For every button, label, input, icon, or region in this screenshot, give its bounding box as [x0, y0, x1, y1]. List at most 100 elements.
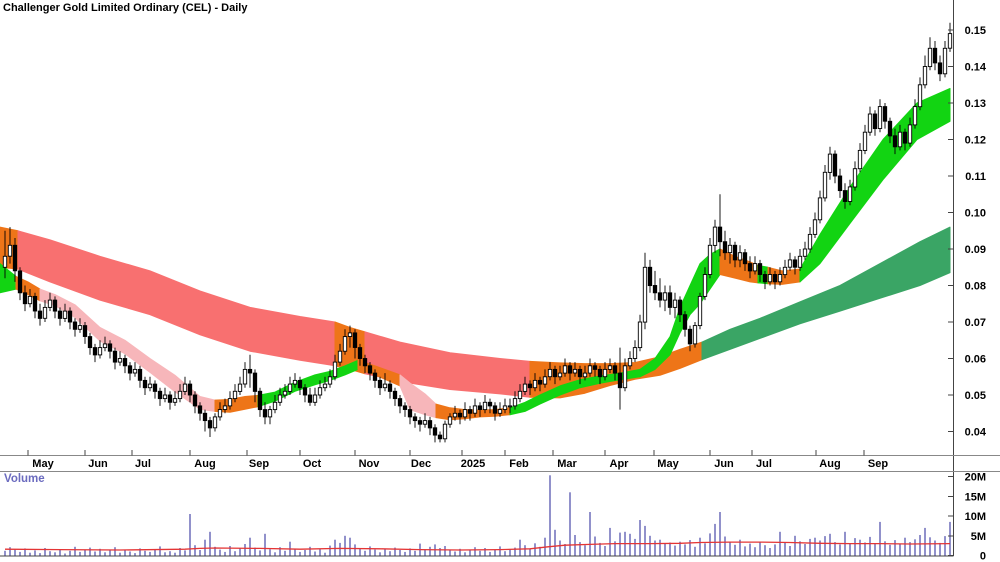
volume-bar: [509, 549, 511, 556]
candle-body: [422, 420, 428, 425]
volume-bar: [299, 551, 301, 556]
price-tick-label: 0.10: [965, 208, 986, 220]
volume-bar: [379, 552, 381, 556]
volume-bar: [179, 548, 181, 556]
volume-bar: [799, 541, 801, 556]
candle-body: [677, 299, 683, 316]
candle-body: [132, 368, 138, 374]
candle-body: [22, 292, 28, 305]
volume-bar: [669, 542, 671, 556]
month-label: 2025: [461, 458, 485, 470]
candle-body: [407, 409, 413, 418]
candle-body: [297, 379, 303, 389]
candle-body: [942, 47, 948, 75]
volume-bar: [464, 552, 466, 556]
candle-body: [617, 372, 623, 389]
volume-bar: [204, 539, 206, 556]
volume-bar: [494, 550, 496, 556]
candle-body: [662, 292, 668, 301]
volume-bar: [739, 539, 741, 556]
candle-body: [832, 153, 838, 177]
volume-bar: [894, 540, 896, 556]
volume-bar: [824, 536, 826, 556]
volume-bar: [849, 543, 851, 556]
candle-body: [612, 365, 618, 374]
candle-body: [537, 379, 543, 385]
volume-bar: [264, 533, 266, 556]
candle-body: [727, 244, 733, 254]
volume-bar: [549, 475, 551, 556]
candle-body: [62, 310, 68, 319]
candle-body: [367, 365, 373, 374]
candle-body: [357, 347, 363, 359]
volume-bar: [774, 544, 776, 556]
volume-bar: [219, 549, 221, 556]
volume-bar: [64, 553, 66, 556]
candle-body: [557, 372, 563, 378]
volume-bar: [589, 512, 591, 556]
candle-body: [172, 398, 178, 403]
volume-bar: [239, 548, 241, 556]
price-tick-label: 0.13: [965, 98, 986, 110]
volume-bar: [724, 536, 726, 556]
volume-bar: [914, 539, 916, 556]
candle-body: [337, 350, 343, 363]
volume-bar: [644, 525, 646, 556]
volume-bar: [769, 548, 771, 556]
price-tick-label: 0.08: [965, 281, 986, 293]
candle-body: [477, 405, 483, 410]
volume-bar: [604, 546, 606, 556]
volume-bar: [29, 552, 31, 556]
month-label: Aug: [194, 458, 215, 470]
candle-body: [387, 383, 393, 392]
candle-body: [607, 365, 613, 370]
candle-body: [827, 153, 833, 173]
volume-bar: [444, 546, 446, 556]
volume-bar: [809, 538, 811, 556]
volume-bar: [794, 535, 796, 556]
candle-body: [202, 412, 208, 422]
candle-body: [682, 314, 688, 330]
volume-bar: [119, 552, 121, 556]
candle-body: [147, 383, 153, 389]
volume-bar: [719, 512, 721, 556]
volume-bar: [279, 547, 281, 556]
candle-body: [937, 62, 943, 75]
volume-bar: [104, 552, 106, 556]
volume-bar: [884, 541, 886, 556]
price-tick-label: 0.11: [965, 171, 986, 183]
volume-bar: [559, 540, 561, 556]
candle-body: [757, 263, 763, 275]
volume-bar: [539, 546, 541, 556]
candle-body: [412, 416, 418, 422]
candle-body: [722, 241, 728, 254]
candle-body: [847, 186, 853, 202]
volume-bar: [614, 541, 616, 556]
volume-bar: [339, 542, 341, 556]
candle-body: [907, 124, 913, 144]
volume-bar: [389, 551, 391, 556]
volume-bar: [359, 548, 361, 556]
candle-body: [562, 365, 568, 374]
month-label: Sep: [249, 458, 269, 470]
volume-bar: [384, 548, 386, 556]
candle-body: [292, 379, 298, 385]
volume-bar: [449, 550, 451, 556]
volume-bar: [39, 553, 41, 556]
candle-body: [462, 409, 468, 418]
candle-body: [512, 398, 518, 407]
volume-bar: [599, 542, 601, 556]
month-label: Apr: [610, 458, 630, 470]
price-tick-label: 0.07: [965, 317, 986, 329]
volume-bar: [699, 537, 701, 556]
volume-bar: [364, 550, 366, 556]
candle-body: [57, 310, 63, 319]
volume-bar: [944, 536, 946, 556]
candle-body: [117, 358, 123, 363]
candle-body: [632, 347, 638, 359]
volume-bar: [269, 549, 271, 556]
candle-body: [917, 84, 923, 108]
volume-bar: [484, 548, 486, 556]
